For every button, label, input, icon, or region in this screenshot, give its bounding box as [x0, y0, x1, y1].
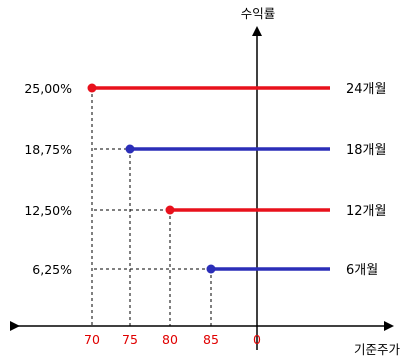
x-tick-label-70: 70	[84, 332, 100, 347]
period-label-0: 24개월	[346, 82, 386, 97]
period-label-3: 6개월	[346, 263, 378, 278]
payoff-marker-3	[206, 264, 216, 274]
period-label-2: 12개월	[346, 204, 386, 219]
y-value-label-2: 12,50%	[24, 203, 72, 218]
y-value-label-0: 25,00%	[24, 81, 72, 96]
y-value-label-3: 6,25%	[32, 262, 72, 277]
period-label-1: 18개월	[346, 143, 386, 158]
x-axis-title: 기준주가	[354, 342, 401, 357]
y-axis-title: 수익률	[241, 6, 276, 21]
payoff-marker-1	[125, 144, 135, 154]
payoff-marker-0	[87, 83, 97, 93]
x-tick-label-0: 0	[253, 332, 261, 347]
payoff-marker-2	[165, 205, 175, 215]
x-tick-label-85: 85	[203, 332, 219, 347]
x-tick-label-75: 75	[122, 332, 138, 347]
x-tick-label-80: 80	[162, 332, 178, 347]
y-value-label-1: 18,75%	[24, 142, 72, 157]
